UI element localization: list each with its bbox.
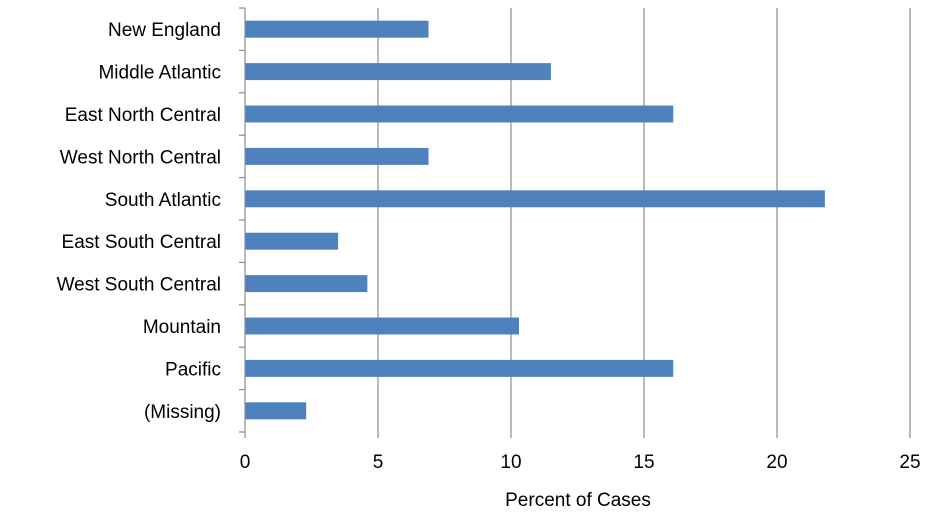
x-tick-label-25: 25 <box>899 452 920 473</box>
category-label-9: Pacific <box>165 359 221 380</box>
bar-2 <box>245 63 551 81</box>
bar-7 <box>245 275 368 293</box>
bar-8 <box>245 317 519 335</box>
category-label-1: New England <box>108 20 221 41</box>
axis-lines <box>239 7 911 438</box>
category-label-6: East South Central <box>62 232 221 253</box>
x-axis-title: Percent of Cases <box>505 490 651 511</box>
category-label-10: (Missing) <box>144 402 221 423</box>
x-tick-label-5: 5 <box>373 452 384 473</box>
bar-6 <box>245 232 339 250</box>
bar-9 <box>245 359 674 377</box>
x-tick-label-10: 10 <box>500 452 521 473</box>
category-label-5: South Atlantic <box>105 190 221 211</box>
x-tick-label-0: 0 <box>240 452 251 473</box>
bars <box>245 20 825 420</box>
category-label-3: East North Central <box>65 105 221 126</box>
bar-4 <box>245 147 429 165</box>
category-label-8: Mountain <box>143 317 221 338</box>
bar-1 <box>245 20 429 38</box>
category-labels: New England Middle Atlantic East North Cen… <box>57 20 221 423</box>
bar-3 <box>245 105 674 123</box>
x-tick-label-15: 15 <box>633 452 654 473</box>
bar-5 <box>245 190 825 208</box>
category-label-4: West North Central <box>60 147 221 168</box>
category-label-7: West South Central <box>57 275 221 296</box>
category-label-2: Middle Atlantic <box>98 63 221 84</box>
tick-labels: 0 5 10 15 20 25 <box>240 452 921 473</box>
x-tick-label-20: 20 <box>766 452 787 473</box>
bar-10 <box>245 402 307 420</box>
